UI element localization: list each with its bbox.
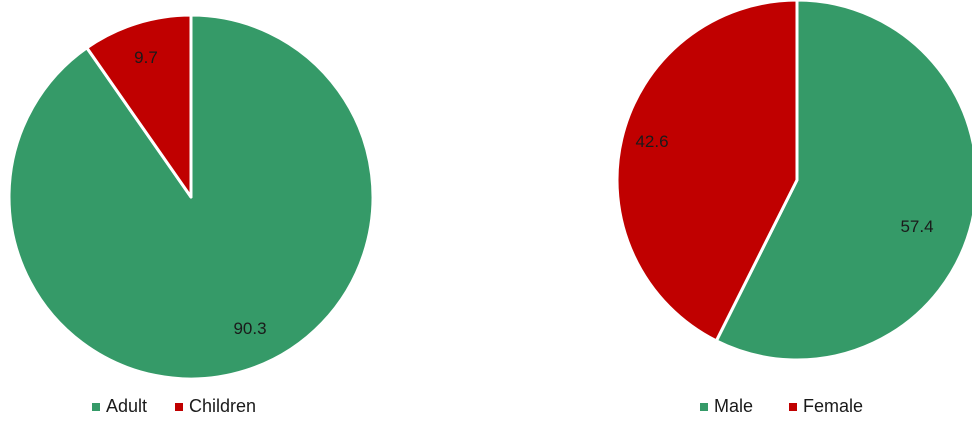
age-group-slice-children [85, 13, 193, 199]
sex-data-label-male: 57.4 [900, 217, 933, 236]
pie-chart-sex: 57.4 42.6 Male Female [486, 0, 972, 421]
legend-age-group: Adult Children [92, 396, 256, 417]
pie-chart-age-group: 90.3 9.7 Adult Children [7, 13, 375, 417]
legend-label-children: Children [189, 396, 257, 416]
legend-label-adult: Adult [106, 396, 148, 416]
sex-data-label-female: 42.6 [635, 132, 668, 151]
legend-swatch-male [700, 402, 708, 411]
pie-chart-sex-svg: 57.4 42.6 [615, 0, 972, 362]
legend-label-male: Male [714, 396, 754, 416]
legend-swatch-children [175, 402, 184, 411]
pie-chart-age-group-svg: 90.3 9.7 [7, 13, 375, 381]
legend-item-adult: Adult [92, 396, 147, 417]
sex-slice-male [714, 0, 972, 362]
legend-item-children: Children [175, 396, 256, 417]
legend-swatch-adult [92, 402, 100, 411]
legend-item-female: Female [789, 396, 863, 417]
age-group-data-label-children: 9.7 [134, 48, 158, 67]
legend-swatch-female [789, 402, 798, 411]
age-group-data-label-adult: 90.3 [233, 319, 266, 338]
sex-slice-female [615, 0, 799, 343]
legend-sex: Male Female [700, 396, 863, 417]
legend-item-male: Male [700, 396, 753, 417]
legend-label-female: Female [803, 396, 864, 416]
